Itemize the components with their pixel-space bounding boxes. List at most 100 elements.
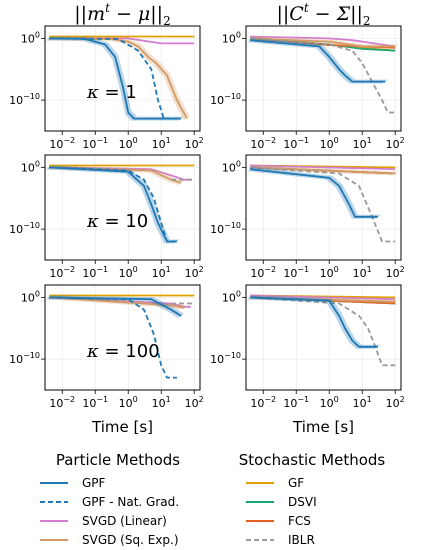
x-axis-label: Time [s] xyxy=(292,418,354,436)
tick-base: 10 xyxy=(152,267,166,280)
tick-exponent: 1 xyxy=(367,265,372,274)
tick-base: 10 xyxy=(21,291,35,304)
x-tick-label: 101 xyxy=(353,265,372,280)
tick-exponent: 2 xyxy=(199,265,204,274)
tick-base: 10 xyxy=(222,161,236,174)
y-tick-label: 100 xyxy=(222,30,241,45)
tick-base: 10 xyxy=(386,138,400,151)
subplot-1-0: 10−210−110010110210010−10κ = 10 xyxy=(9,155,204,280)
tick-exponent: −1 xyxy=(297,136,309,145)
tick-exponent: 0 xyxy=(35,159,40,168)
tick-exponent: −1 xyxy=(297,395,309,404)
tick-exponent: 2 xyxy=(400,136,405,145)
tick-base: 10 xyxy=(82,267,96,280)
tick-exponent: −10 xyxy=(23,221,40,230)
x-tick-label: 102 xyxy=(386,395,405,410)
title-norm-left: || xyxy=(74,3,87,25)
title-variable: C xyxy=(289,3,304,25)
x-tick-label: 10−1 xyxy=(283,265,309,280)
legend-label: GPF - Nat. Grad. xyxy=(82,495,179,509)
tick-exponent: 2 xyxy=(199,395,204,404)
subplot-1-1: 10−210−110010110210010−10 xyxy=(210,155,405,280)
tick-base: 10 xyxy=(9,94,23,107)
tick-base: 10 xyxy=(250,138,264,151)
tick-exponent: −2 xyxy=(264,395,276,404)
tick-base: 10 xyxy=(283,397,297,410)
kappa-symbol: κ xyxy=(86,82,99,103)
tick-base: 10 xyxy=(222,291,236,304)
tick-exponent: 2 xyxy=(400,395,405,404)
tick-exponent: 0 xyxy=(334,265,339,274)
y-tick-label: 10−10 xyxy=(210,351,241,366)
tick-exponent: 0 xyxy=(236,289,241,298)
x-tick-label: 102 xyxy=(185,265,204,280)
tick-base: 10 xyxy=(386,397,400,410)
tick-exponent: 0 xyxy=(334,395,339,404)
tick-base: 10 xyxy=(21,32,35,45)
x-tick-label: 100 xyxy=(119,136,138,151)
kappa-label: κ = 1 xyxy=(86,82,137,103)
kappa-value: = 1 xyxy=(99,82,137,103)
x-tick-label: 10−1 xyxy=(82,136,108,151)
tick-base: 10 xyxy=(320,397,334,410)
kappa-label: κ = 10 xyxy=(86,211,148,232)
legend-label: SVGD (Linear) xyxy=(82,514,167,528)
subplot-0-1: 10−210−110010110210010−10 xyxy=(210,26,405,151)
tick-exponent: −10 xyxy=(23,351,40,360)
kappa-value: = 10 xyxy=(99,211,148,232)
column-title: ||Ct − Σ||2 xyxy=(276,1,370,28)
tick-exponent: −2 xyxy=(264,265,276,274)
tick-exponent: 0 xyxy=(35,289,40,298)
tick-base: 10 xyxy=(353,397,367,410)
subplot-0-0: 10−210−110010110210010−10κ = 1 xyxy=(9,26,204,151)
x-tick-label: 10−2 xyxy=(49,136,75,151)
tick-exponent: −10 xyxy=(224,351,241,360)
tick-base: 10 xyxy=(119,267,133,280)
x-tick-label: 10−2 xyxy=(49,265,75,280)
tick-exponent: 0 xyxy=(334,136,339,145)
tick-base: 10 xyxy=(250,267,264,280)
title-variable: m xyxy=(87,3,105,25)
y-tick-label: 100 xyxy=(21,159,40,174)
tick-exponent: −1 xyxy=(96,265,108,274)
series-band xyxy=(247,295,381,348)
series-group xyxy=(247,295,398,365)
y-tick-label: 100 xyxy=(222,289,241,304)
tick-base: 10 xyxy=(119,138,133,151)
tick-exponent: 0 xyxy=(133,136,138,145)
legend-label: DSVI xyxy=(288,495,317,509)
tick-base: 10 xyxy=(49,138,63,151)
y-tick-label: 10−10 xyxy=(9,351,40,366)
x-tick-label: 100 xyxy=(119,265,138,280)
x-tick-label: 100 xyxy=(320,136,339,151)
series-line xyxy=(250,297,378,346)
x-axis-label: Time [s] xyxy=(91,418,153,436)
x-tick-label: 10−2 xyxy=(49,395,75,410)
y-tick-label: 100 xyxy=(21,289,40,304)
tick-base: 10 xyxy=(82,138,96,151)
legend-label: IBLR xyxy=(288,533,315,547)
subplot-2-0: 10−210−110010110210010−10κ = 100 xyxy=(9,285,204,410)
tick-base: 10 xyxy=(9,353,23,366)
tick-exponent: 1 xyxy=(166,265,171,274)
tick-base: 10 xyxy=(210,223,224,236)
tick-base: 10 xyxy=(250,397,264,410)
legend-label: SVGD (Sq. Exp.) xyxy=(82,533,179,547)
column-title: ||mt − μ||2 xyxy=(74,1,170,28)
x-tick-label: 10−2 xyxy=(250,395,276,410)
legend-label: GPF xyxy=(82,476,106,490)
x-tick-label: 100 xyxy=(119,395,138,410)
series-group xyxy=(247,165,398,241)
tick-exponent: 0 xyxy=(236,159,241,168)
series-band xyxy=(247,167,381,219)
series-line xyxy=(49,297,177,377)
tick-base: 10 xyxy=(283,138,297,151)
tick-exponent: −1 xyxy=(297,265,309,274)
tick-base: 10 xyxy=(283,267,297,280)
title-target: μ xyxy=(138,3,150,25)
tick-exponent: 1 xyxy=(166,136,171,145)
tick-base: 10 xyxy=(185,397,199,410)
tick-exponent: 0 xyxy=(35,30,40,39)
tick-base: 10 xyxy=(21,161,35,174)
